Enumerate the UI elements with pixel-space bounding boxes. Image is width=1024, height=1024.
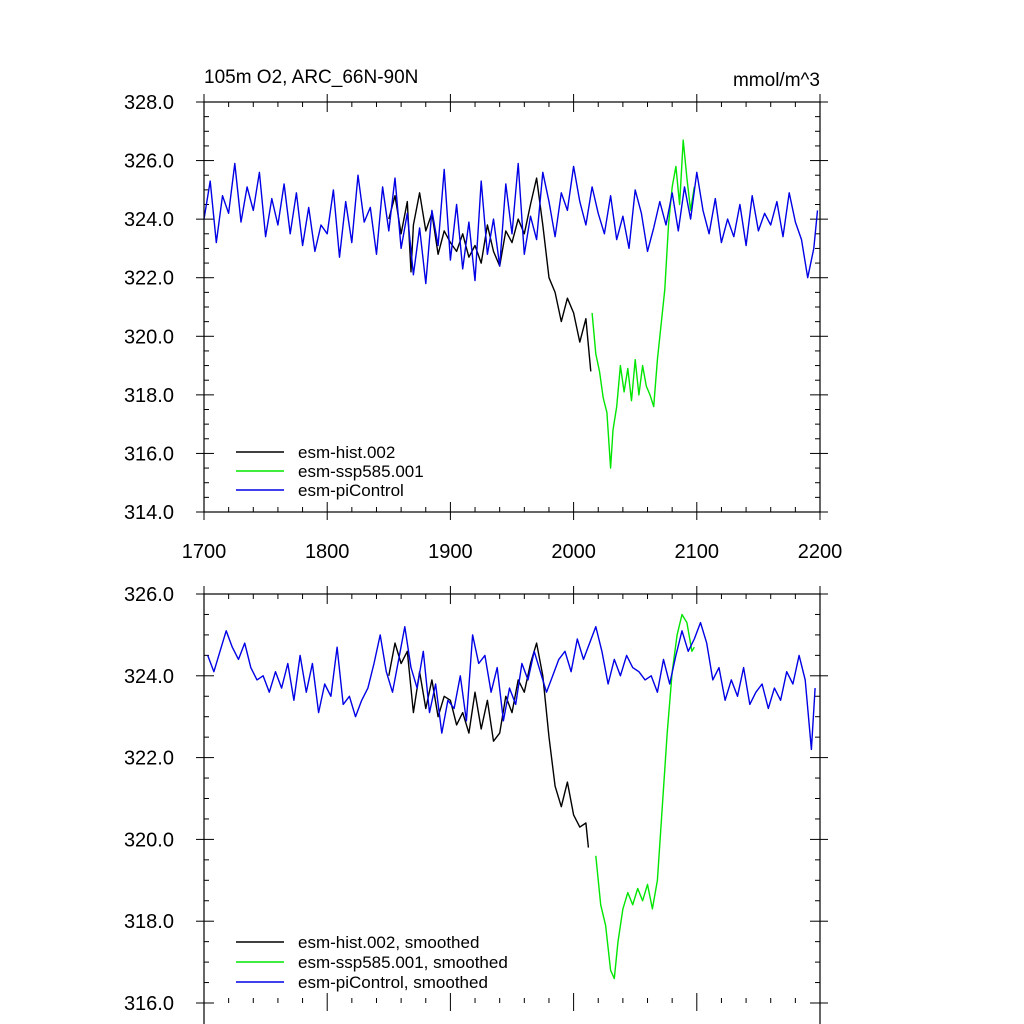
y-tick-label: 324.0	[124, 209, 174, 231]
y-tick-label: 326.0	[124, 151, 174, 173]
bottom-axis-ticks: 316.0 318.0 320.0 322.0 324.0 326.0	[124, 584, 828, 1015]
panel-top: 105m O2, ARC_66N-90N mmol/m^3 314.0 316.0…	[124, 67, 842, 563]
series-line-esm-picontrol-smoothed	[207, 621, 816, 751]
chart-title: 105m O2, ARC_66N-90N	[204, 67, 418, 88]
x-tick-label: 2100	[675, 541, 720, 563]
x-tick-label: 1800	[305, 541, 350, 563]
y-tick-label: 316.0	[124, 443, 174, 465]
y-tick-label: 314.0	[124, 502, 174, 524]
bottom-series-group	[207, 613, 816, 980]
x-tick-label: 1900	[428, 541, 473, 563]
y-tick-label: 326.0	[124, 584, 174, 606]
y-tick-label: 324.0	[124, 666, 174, 688]
series-line-esm-hist-002	[388, 177, 592, 372]
bottom-plot-frame	[203, 593, 821, 1024]
y-tick-label: 318.0	[124, 385, 174, 407]
series-line-esm-hist-002-smoothed	[388, 642, 590, 848]
y-tick-label: 320.0	[124, 326, 174, 348]
panel-bottom: 316.0 318.0 320.0 322.0 324.0 326.0 esm-hist.…	[124, 584, 828, 1024]
series-line-esm-ssp585-001-smoothed	[595, 613, 695, 980]
legend-label: esm-hist.002	[298, 443, 395, 462]
series-line-esm-picontrol	[203, 162, 819, 285]
y-tick-label: 322.0	[124, 748, 174, 770]
legend-label: esm-ssp585.001, smoothed	[298, 953, 508, 972]
top-axis-ticks: 314.0 316.0 318.0 320.0 322.0 324.0 326.0 328.0…	[124, 92, 842, 563]
y-tick-label: 322.0	[124, 268, 174, 290]
legend-label: esm-piControl, smoothed	[298, 973, 488, 992]
y-tick-label: 320.0	[124, 829, 174, 851]
x-tick-label: 2200	[798, 541, 843, 563]
legend-label: esm-hist.002, smoothed	[298, 933, 479, 952]
legend-label: esm-piControl	[298, 481, 404, 500]
y-tick-label: 316.0	[124, 993, 174, 1015]
units-label: mmol/m^3	[733, 70, 820, 91]
y-tick-label: 328.0	[124, 92, 174, 114]
top-plot-frame	[203, 101, 821, 513]
top-series-group	[203, 139, 819, 469]
legend-label: esm-ssp585.001	[298, 462, 424, 481]
series-line-esm-ssp585-001	[591, 139, 695, 469]
y-tick-label: 318.0	[124, 911, 174, 933]
x-tick-label: 1700	[182, 541, 227, 563]
x-tick-label: 2000	[551, 541, 596, 563]
